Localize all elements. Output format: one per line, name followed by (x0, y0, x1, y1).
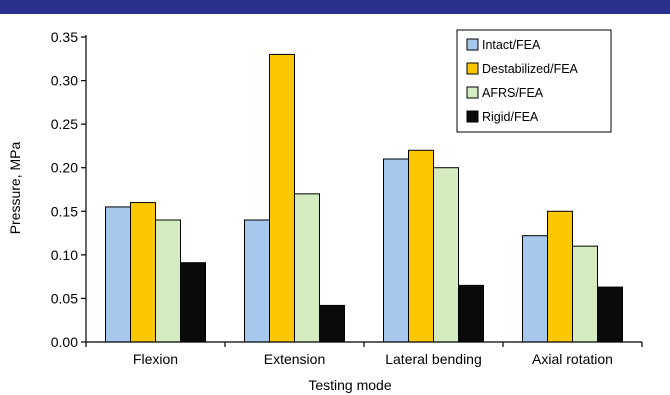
y-tick-label: 0.30 (51, 73, 78, 89)
y-tick-label: 0.15 (51, 203, 78, 219)
bar-destabilized-fea-extension (269, 53, 295, 343)
bar-destabilized-fea-lateral-bending (408, 149, 434, 343)
bar-rigid-fea-lateral-bending (458, 284, 484, 343)
bar-intact-fea-axial-rotation (522, 235, 548, 343)
bar-afrs-fea-extension (294, 193, 320, 343)
legend-label: AFRS/FEA (482, 86, 544, 100)
x-category-label: Lateral bending (385, 351, 482, 367)
bar-intact-fea-flexion (105, 206, 131, 343)
y-tick-label: 0.00 (51, 334, 78, 350)
bar-afrs-fea-flexion (155, 219, 181, 343)
y-tick-label: 0.20 (51, 160, 78, 176)
x-category-label: Axial rotation (532, 351, 613, 367)
legend: Intact/FEA Destabilized/FEA AFRS/FEA Rigid/… (456, 29, 612, 133)
bar-rigid-fea-flexion (180, 262, 206, 343)
bar-rigid-fea-axial-rotation (597, 286, 623, 343)
bar-destabilized-fea-axial-rotation (547, 210, 573, 343)
bars-layer (105, 53, 623, 343)
y-tick-label: 0.10 (51, 247, 78, 263)
bar-rigid-fea-extension (319, 304, 345, 343)
bar-afrs-fea-axial-rotation (572, 245, 598, 343)
bar-intact-fea-extension (244, 219, 270, 343)
x-category-label: Flexion (133, 351, 178, 367)
x-axis-title: Testing mode (308, 377, 391, 393)
legend-label: Rigid/FEA (482, 110, 539, 124)
legend-swatch (466, 38, 479, 51)
y-tick-label: 0.35 (51, 29, 78, 45)
bar-intact-fea-lateral-bending (383, 158, 409, 343)
legend-box (456, 29, 612, 133)
y-axis-title: Pressure, MPa (7, 141, 23, 234)
bar-afrs-fea-lateral-bending (433, 167, 459, 343)
legend-swatch (466, 110, 479, 123)
bar-destabilized-fea-flexion (130, 202, 156, 343)
x-category-label: Extension (264, 351, 325, 367)
y-tick-label: 0.25 (51, 116, 78, 132)
axes-layer: 0.00 0.05 0.10 0.15 0.20 0.25 0.30 0.35 Flexion E… (51, 29, 643, 367)
y-tick-label: 0.05 (51, 290, 78, 306)
legend-swatch (466, 62, 479, 75)
legend-label: Intact/FEA (482, 38, 541, 52)
top-color-strip (0, 0, 670, 14)
legend-label: Destabilized/FEA (482, 62, 579, 76)
legend-swatch (466, 86, 479, 99)
